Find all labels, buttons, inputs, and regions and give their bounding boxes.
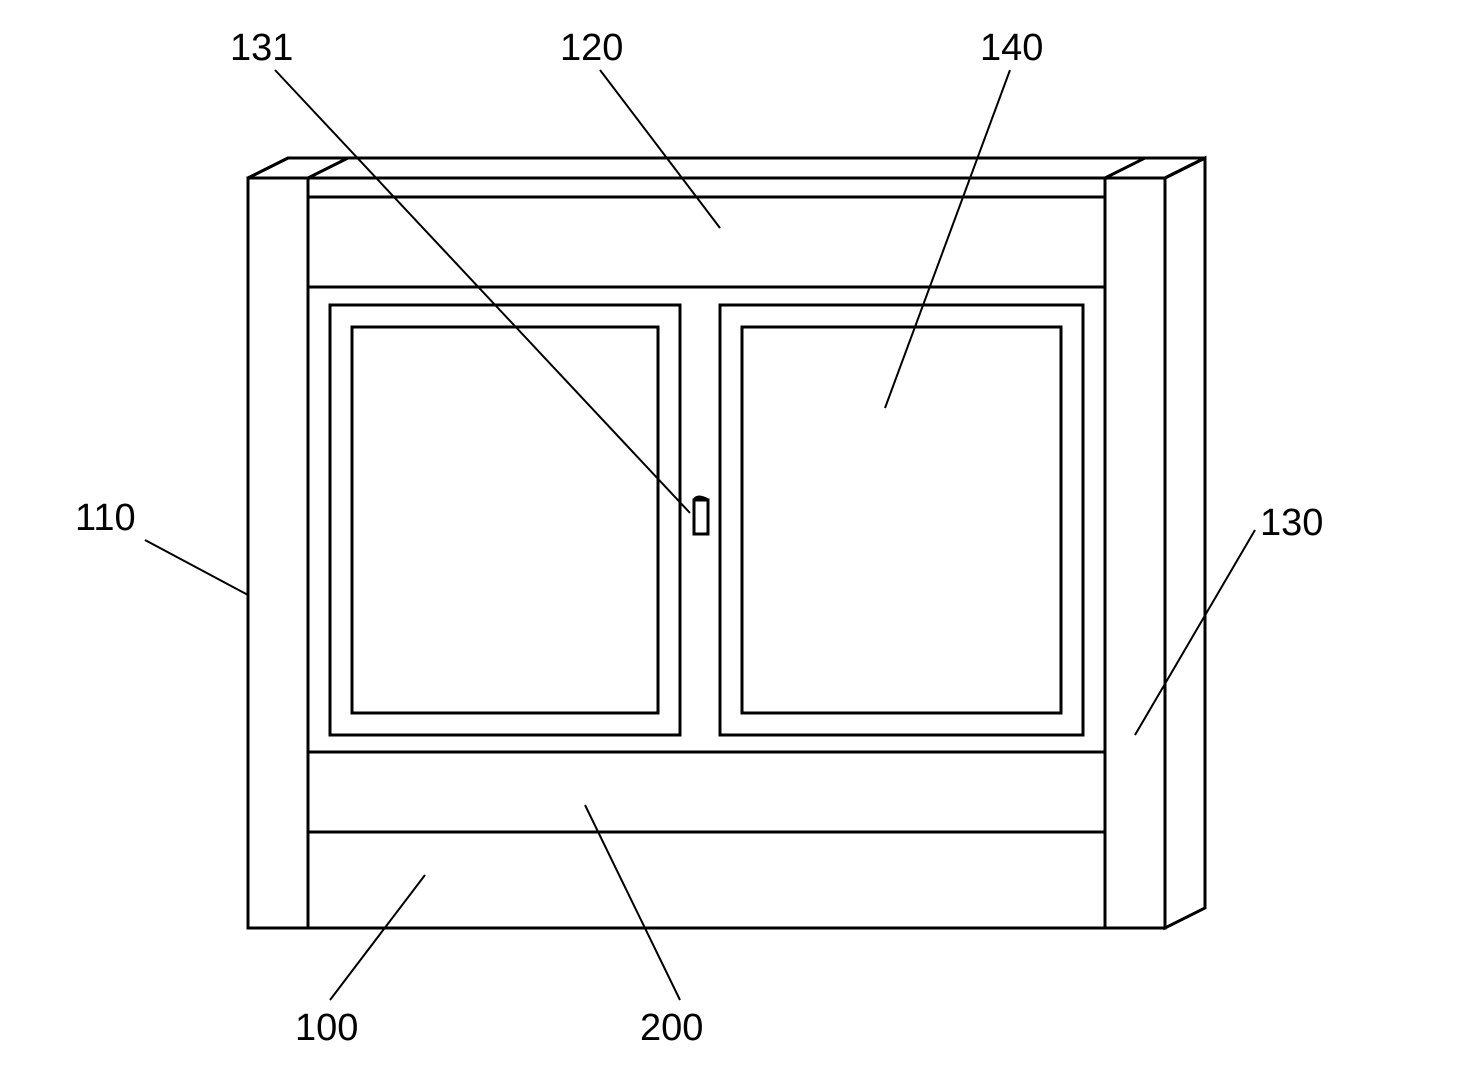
label-l131: 131 xyxy=(230,27,293,69)
leader-l131 xyxy=(275,70,690,513)
leader-l200 xyxy=(585,805,680,1000)
leader-l120 xyxy=(600,70,720,228)
label-l140: 140 xyxy=(980,27,1043,69)
label-l100: 100 xyxy=(295,1007,358,1049)
leader-l140 xyxy=(885,70,1010,408)
leader-l130 xyxy=(1135,530,1255,735)
label-l120: 120 xyxy=(560,27,623,69)
leader-l110 xyxy=(145,540,248,595)
label-l110: 110 xyxy=(75,497,136,539)
leader-l100 xyxy=(330,875,425,1000)
label-l130: 130 xyxy=(1260,502,1323,544)
label-l200: 200 xyxy=(640,1007,703,1049)
